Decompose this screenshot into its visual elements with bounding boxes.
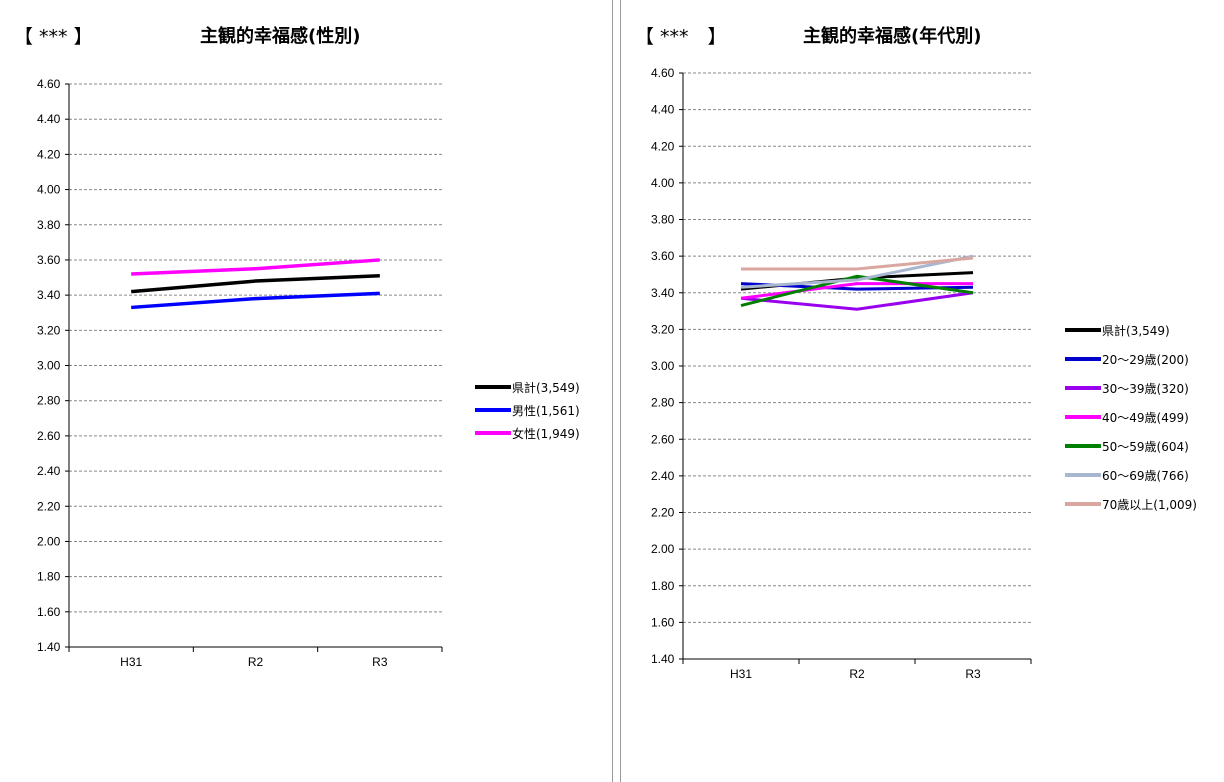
y-tick-label: 3.00 xyxy=(37,359,61,373)
series-line xyxy=(740,282,973,300)
y-tick-label: 3.80 xyxy=(37,218,61,232)
y-tick-label: 3.40 xyxy=(37,288,61,302)
y-tick-label: 2.40 xyxy=(651,469,675,483)
y-tick-label: 2.60 xyxy=(651,432,675,446)
series-line xyxy=(131,291,380,310)
chart-title: 主観的幸福感(性別) xyxy=(200,26,361,47)
y-tick-label: 3.20 xyxy=(651,322,675,336)
legend-label: 県計(3,549) xyxy=(1102,323,1170,338)
y-tick-label: 1.60 xyxy=(651,615,675,629)
y-tick-label: 1.40 xyxy=(37,640,61,654)
legend-label: 50～59歳(604) xyxy=(1102,440,1189,454)
panel-divider xyxy=(613,0,620,782)
line-chart-gender: 4.60 4.40 4.20 4.00 3.80 3.60 3.40 3.20 3.00 2.80… xyxy=(37,77,580,669)
legend-label: 60～69歳(766) xyxy=(1102,469,1189,483)
x-tick-label: R3 xyxy=(372,655,388,669)
series-line xyxy=(131,258,380,276)
y-tick-label: 1.80 xyxy=(37,570,61,584)
legend-label: 70歳以上(1,009) xyxy=(1102,498,1197,512)
y-tick-label: 2.00 xyxy=(37,534,61,548)
chart-panel-gender: 【 *** 】 主観的幸福感(性別) 4.60 4.40 4.20 4.00 3.80 3… xyxy=(14,0,613,782)
y-tick-label: 2.20 xyxy=(651,506,675,520)
y-tick-label: 2.60 xyxy=(37,429,61,443)
y-tick-label: 2.80 xyxy=(651,396,675,410)
legend-label: 県計(3,549) xyxy=(512,380,580,395)
chart-title: 主観的幸福感(年代別) xyxy=(803,26,982,47)
y-tick-label: 1.40 xyxy=(651,652,675,666)
y-tick-label: 3.80 xyxy=(651,213,675,227)
y-tick-label: 3.60 xyxy=(37,253,61,267)
y-tick-label: 4.20 xyxy=(651,139,675,153)
legend-label: 40～49歳(499) xyxy=(1102,411,1189,425)
bracket-label: 【 *** 】 xyxy=(14,26,93,48)
x-tick-label: R3 xyxy=(965,667,981,681)
legend-label: 20～29歳(200) xyxy=(1102,353,1189,367)
y-tick-label: 4.00 xyxy=(651,176,675,190)
y-tick-label: 1.80 xyxy=(651,579,675,593)
y-tick-label: 4.40 xyxy=(37,112,61,126)
series-line xyxy=(741,256,974,271)
legend-label: 男性(1,561) xyxy=(512,404,580,418)
y-tick-label: 3.40 xyxy=(651,286,675,300)
x-tick-label: R2 xyxy=(248,655,264,669)
legend-label: 30～39歳(320) xyxy=(1102,382,1189,396)
legend-label: 女性(1,949) xyxy=(512,426,580,441)
series-line xyxy=(740,291,974,311)
y-tick-label: 4.60 xyxy=(651,66,675,80)
series-line xyxy=(131,274,380,294)
y-tick-label: 2.40 xyxy=(37,464,61,478)
y-tick-label: 4.20 xyxy=(37,147,61,161)
x-tick-label: H31 xyxy=(120,655,142,669)
y-tick-label: 1.60 xyxy=(37,605,61,619)
series-line xyxy=(740,254,974,289)
line-chart-age: 4.60 4.40 4.20 4.00 3.80 3.60 3.40 3.20 3.00 2.80… xyxy=(651,66,1197,681)
y-tick-label: 2.80 xyxy=(37,394,61,408)
bracket-label: 【 *** 】 xyxy=(635,26,727,48)
y-tick-label: 4.40 xyxy=(651,103,675,117)
y-tick-label: 3.20 xyxy=(37,323,61,337)
x-tick-label: R2 xyxy=(849,667,865,681)
y-tick-label: 4.60 xyxy=(37,77,61,91)
x-tick-label: H31 xyxy=(730,667,752,681)
y-tick-label: 3.00 xyxy=(651,359,675,373)
y-tick-label: 2.00 xyxy=(651,542,675,556)
y-tick-label: 2.20 xyxy=(37,499,61,513)
series-line xyxy=(740,274,974,308)
chart-panel-age: 【 *** 】 主観的幸福感(年代別) 4.60 4.40 4.20 4.00 3.80… xyxy=(620,0,1224,782)
y-tick-label: 4.00 xyxy=(37,183,61,197)
y-tick-label: 3.60 xyxy=(651,249,675,263)
